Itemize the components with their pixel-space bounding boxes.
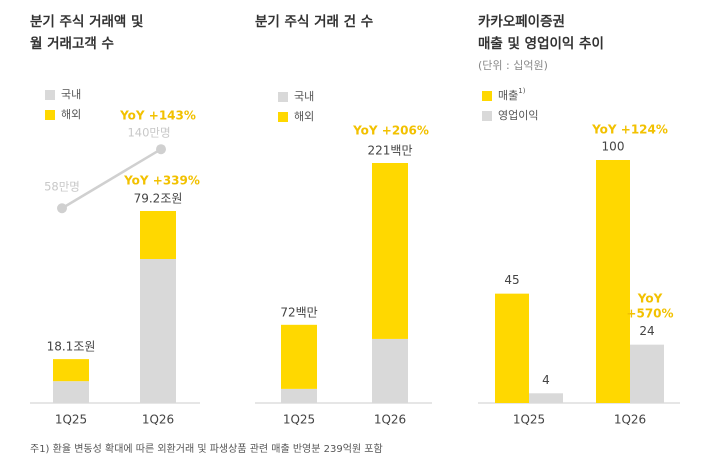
legend-swatch <box>278 112 288 122</box>
bar-segment <box>140 211 176 259</box>
x-tick-label: 1Q26 <box>142 413 174 427</box>
x-tick-label: 1Q26 <box>614 413 646 427</box>
legend-label: 매출1) <box>498 87 526 102</box>
line-value-label: 140만명 <box>127 126 170 140</box>
legend-swatch <box>45 90 55 100</box>
total-label: 79.2조원 <box>134 192 183 206</box>
annotation: YoY +124% <box>591 123 668 137</box>
bar <box>529 393 563 403</box>
legend-swatch <box>278 92 288 102</box>
chart-title: 월 거래고객 수 <box>30 35 114 52</box>
bar <box>495 293 529 403</box>
value-label: 45 <box>504 273 519 287</box>
bar-segment <box>281 388 317 403</box>
x-tick-label: 1Q25 <box>513 413 545 427</box>
bar-segment <box>53 359 89 382</box>
footnote: 주1) 환율 변동성 확대에 따른 외환거래 및 파생상품 관련 매출 반영분 … <box>30 443 383 455</box>
annotation: YoY +339% <box>123 174 200 188</box>
bar <box>596 160 630 403</box>
legend-label: 해외 <box>61 107 81 121</box>
bar-segment <box>53 381 89 403</box>
legend-label: 영업이익 <box>498 109 538 122</box>
legend-swatch <box>482 91 492 101</box>
value-label: 24 <box>639 324 654 338</box>
line-point <box>57 203 67 214</box>
x-tick-label: 1Q25 <box>283 413 315 427</box>
annotation: YoY +206% <box>352 124 429 138</box>
bar-segment <box>281 324 317 389</box>
annotation: YoY <box>637 292 663 306</box>
bar <box>630 344 664 403</box>
chart-title: 카카오페이증권 <box>478 13 565 30</box>
legend-label: 해외 <box>294 109 314 123</box>
line-point <box>156 144 166 155</box>
annotation: YoY +143% <box>119 109 196 123</box>
x-tick-label: 1Q26 <box>374 413 406 427</box>
value-label: 4 <box>542 373 550 387</box>
legend-swatch <box>45 110 55 120</box>
chart-title: 분기 주식 거래액 및 <box>30 13 143 30</box>
bar-segment <box>140 259 176 403</box>
line-value-label: 58만명 <box>44 180 80 194</box>
legend-label: 국내 <box>294 90 314 103</box>
bar-segment <box>372 163 408 339</box>
legend-label: 국내 <box>61 88 81 101</box>
x-tick-label: 1Q25 <box>55 413 87 427</box>
chart-title: 매출 및 영업이익 추이 <box>478 35 604 52</box>
chart-subtitle: (단위 : 십억원) <box>478 59 548 72</box>
line <box>61 148 162 210</box>
legend-footnote-mark: 1) <box>518 87 525 95</box>
value-label: 100 <box>602 140 625 154</box>
total-label: 18.1조원 <box>47 340 96 354</box>
total-label: 72백만 <box>280 305 317 319</box>
annotation: +570% <box>626 307 673 321</box>
bar-segment <box>372 338 408 403</box>
chart-title: 분기 주식 거래 건 수 <box>255 13 373 30</box>
total-label: 221백만 <box>368 144 413 158</box>
legend-swatch <box>482 111 492 121</box>
